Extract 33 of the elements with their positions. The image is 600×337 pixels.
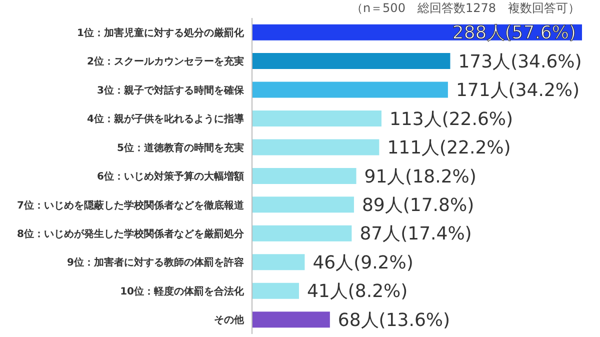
bar bbox=[252, 82, 448, 98]
bar bbox=[252, 254, 305, 270]
data-label: 173人(34.6%) bbox=[458, 51, 582, 72]
data-label: 41人(8.2%) bbox=[306, 281, 408, 302]
data-label: 46人(9.2%) bbox=[312, 252, 414, 274]
bar bbox=[252, 53, 450, 70]
y-tick-label: 4位：親が子供を叱れるように指導 bbox=[87, 113, 245, 126]
y-tick-label: その他 bbox=[214, 314, 245, 326]
y-tick-label: 6位：いじめ対策予算の大幅増額 bbox=[97, 170, 244, 183]
y-tick-label: 8位：いじめが発生した学校関係者などを厳罰処分 bbox=[17, 228, 245, 240]
data-label: 89人(17.8%) bbox=[362, 194, 474, 216]
bar bbox=[252, 110, 382, 126]
data-label: 68人(13.6%) bbox=[338, 310, 450, 331]
y-tick-label: 10位：軽度の体罰を合法化 bbox=[120, 285, 245, 298]
y-tick-label: 1位：加害児童に対する処分の厳罰化 bbox=[77, 26, 245, 39]
y-tick-label: 9位：加害者に対する教師の体罰を許容 bbox=[67, 256, 244, 269]
chart-subtitle: （n＝500 総回答数1278 複数回答可） bbox=[350, 0, 581, 16]
y-tick-label: 7位：いじめを隠蔽した学校関係者などを徹底報道 bbox=[17, 199, 245, 212]
bar bbox=[252, 168, 356, 184]
bar bbox=[252, 282, 299, 299]
bar bbox=[252, 196, 354, 213]
data-label: 288人(57.6%) bbox=[452, 22, 576, 44]
y-tick-label: 5位：道徳教育の時間を充実 bbox=[117, 142, 244, 154]
data-label: 87人(17.4%) bbox=[360, 224, 472, 245]
data-label: 171人(34.2%) bbox=[456, 80, 580, 102]
y-tick-label: 3位：親子で対話する時間を確保 bbox=[97, 84, 245, 96]
data-label: 111人(22.2%) bbox=[387, 138, 511, 159]
bar bbox=[252, 139, 380, 156]
data-label: 91人(18.2%) bbox=[364, 166, 476, 188]
bar bbox=[252, 225, 352, 242]
data-label: 113人(22.6%) bbox=[389, 108, 514, 130]
y-tick-label: 2位：スクールカウンセラーを充実 bbox=[87, 56, 244, 68]
bar bbox=[252, 312, 330, 328]
